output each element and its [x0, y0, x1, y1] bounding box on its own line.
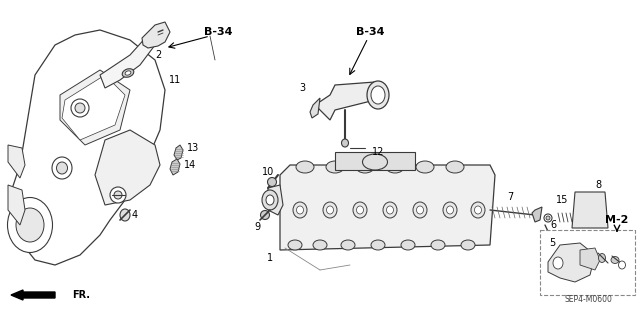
Polygon shape	[532, 207, 542, 222]
Ellipse shape	[120, 209, 130, 221]
FancyArrow shape	[11, 290, 55, 300]
Bar	[335, 152, 415, 170]
Ellipse shape	[545, 231, 552, 240]
Ellipse shape	[576, 194, 604, 226]
Ellipse shape	[581, 200, 599, 220]
Text: 6: 6	[550, 220, 556, 230]
Ellipse shape	[8, 197, 52, 253]
Ellipse shape	[356, 206, 364, 214]
Ellipse shape	[342, 139, 349, 147]
Text: 14: 14	[184, 160, 196, 170]
Ellipse shape	[413, 202, 427, 218]
Ellipse shape	[367, 81, 389, 109]
Ellipse shape	[356, 161, 374, 173]
Text: 5: 5	[549, 238, 555, 248]
Ellipse shape	[416, 161, 434, 173]
Text: 9: 9	[254, 222, 260, 232]
Ellipse shape	[348, 155, 366, 165]
Ellipse shape	[461, 240, 475, 250]
Polygon shape	[142, 22, 170, 48]
Ellipse shape	[553, 257, 563, 269]
Ellipse shape	[353, 202, 367, 218]
Text: 12: 12	[372, 147, 384, 157]
Text: 13: 13	[187, 143, 199, 153]
Text: 1: 1	[267, 253, 273, 263]
Polygon shape	[280, 165, 495, 250]
Text: 11: 11	[169, 75, 181, 85]
Ellipse shape	[16, 208, 44, 242]
Polygon shape	[580, 248, 600, 270]
Ellipse shape	[326, 161, 344, 173]
Ellipse shape	[443, 202, 457, 218]
Ellipse shape	[323, 202, 337, 218]
Ellipse shape	[447, 206, 454, 214]
Polygon shape	[174, 145, 183, 160]
Ellipse shape	[371, 240, 385, 250]
Ellipse shape	[371, 86, 385, 104]
Polygon shape	[310, 98, 320, 118]
Polygon shape	[572, 192, 608, 228]
Polygon shape	[315, 82, 380, 120]
Ellipse shape	[313, 240, 327, 250]
Text: 15: 15	[556, 195, 568, 205]
Ellipse shape	[544, 214, 552, 222]
Ellipse shape	[56, 162, 67, 174]
Ellipse shape	[122, 69, 134, 77]
Ellipse shape	[71, 99, 89, 117]
Ellipse shape	[431, 240, 445, 250]
Ellipse shape	[114, 191, 122, 199]
Ellipse shape	[326, 206, 333, 214]
Text: 8: 8	[595, 180, 601, 190]
Ellipse shape	[611, 256, 619, 263]
Text: 7: 7	[507, 192, 513, 202]
Ellipse shape	[546, 216, 550, 220]
Polygon shape	[60, 70, 130, 145]
Ellipse shape	[387, 206, 394, 214]
Polygon shape	[8, 185, 25, 225]
Ellipse shape	[446, 161, 464, 173]
Ellipse shape	[266, 195, 274, 205]
Ellipse shape	[260, 211, 269, 219]
Text: SEP4-M0600: SEP4-M0600	[564, 295, 612, 305]
Ellipse shape	[110, 187, 126, 203]
Ellipse shape	[293, 202, 307, 218]
Ellipse shape	[268, 177, 276, 187]
Ellipse shape	[474, 206, 481, 214]
Polygon shape	[8, 145, 25, 178]
Text: FR.: FR.	[72, 290, 90, 300]
Text: 2: 2	[155, 50, 161, 60]
Ellipse shape	[341, 240, 355, 250]
Ellipse shape	[262, 190, 278, 210]
Text: B-34: B-34	[356, 27, 384, 37]
Ellipse shape	[471, 202, 485, 218]
Polygon shape	[170, 159, 180, 175]
Polygon shape	[62, 75, 125, 140]
Polygon shape	[268, 185, 283, 215]
Text: 3: 3	[299, 83, 305, 93]
Polygon shape	[548, 243, 595, 282]
Bar	[540, 230, 635, 295]
Polygon shape	[100, 35, 155, 88]
Ellipse shape	[598, 254, 605, 263]
Ellipse shape	[352, 157, 362, 163]
Ellipse shape	[75, 103, 85, 113]
Ellipse shape	[52, 157, 72, 179]
Ellipse shape	[296, 161, 314, 173]
Ellipse shape	[296, 206, 303, 214]
Ellipse shape	[586, 205, 594, 214]
Text: 4: 4	[132, 210, 138, 220]
Ellipse shape	[383, 202, 397, 218]
Ellipse shape	[362, 154, 387, 170]
Ellipse shape	[125, 71, 131, 75]
Ellipse shape	[417, 206, 424, 214]
Polygon shape	[10, 30, 165, 265]
Ellipse shape	[288, 240, 302, 250]
Text: 10: 10	[262, 167, 274, 177]
Text: B-34: B-34	[204, 27, 232, 37]
Ellipse shape	[386, 161, 404, 173]
Text: M-2: M-2	[605, 215, 628, 225]
Ellipse shape	[401, 240, 415, 250]
Ellipse shape	[618, 261, 625, 269]
Polygon shape	[95, 130, 160, 205]
